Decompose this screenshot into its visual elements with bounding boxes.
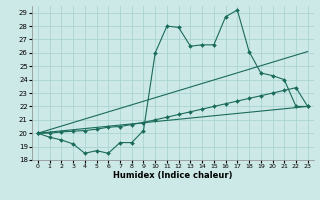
X-axis label: Humidex (Indice chaleur): Humidex (Indice chaleur) [113, 171, 233, 180]
